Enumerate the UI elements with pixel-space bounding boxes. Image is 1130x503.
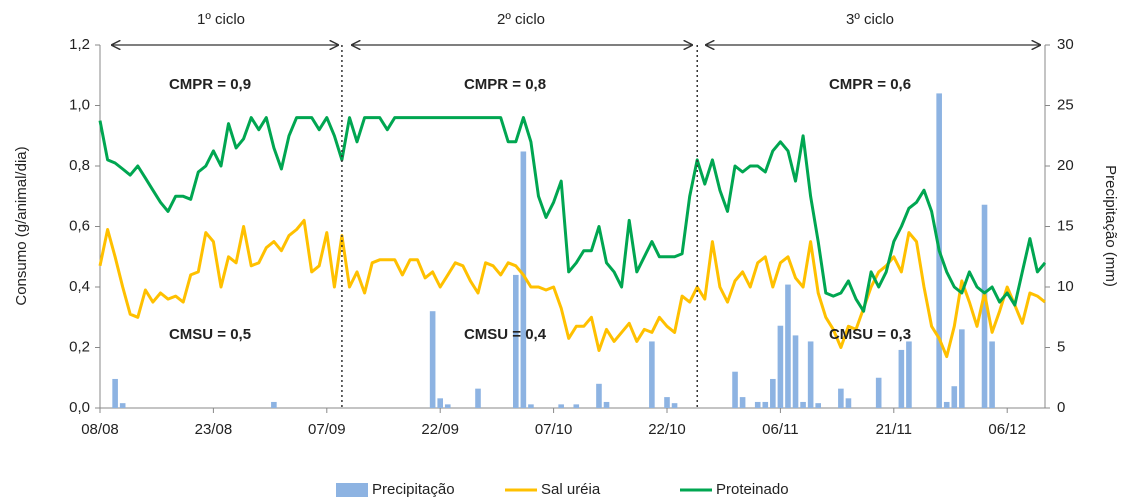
legend-label: Sal uréia — [541, 481, 601, 498]
annotation: CMSU = 0,3 — [829, 326, 911, 343]
bar — [951, 386, 958, 408]
bar — [807, 341, 814, 408]
bar — [898, 349, 905, 408]
bar — [513, 274, 519, 408]
legend-label: Precipitação — [372, 481, 455, 498]
bar — [785, 284, 791, 408]
y2-tick-label: 25 — [1057, 96, 1074, 113]
y-tick-label: 0,8 — [69, 157, 90, 174]
bar — [475, 388, 481, 408]
bar — [845, 398, 852, 408]
y2-axis-label: Precipitação (mm) — [1102, 165, 1119, 287]
annotation: CMSU = 0,5 — [169, 326, 251, 343]
y-tick-label: 1,0 — [69, 96, 90, 113]
y2-tick-label: 20 — [1057, 157, 1074, 174]
annotation: CMPR = 0,8 — [464, 76, 546, 93]
bar — [664, 397, 670, 408]
bar — [838, 388, 844, 408]
bar — [739, 397, 746, 408]
y-tick-label: 0,0 — [69, 399, 90, 416]
bar — [671, 403, 678, 408]
bar — [112, 378, 118, 408]
x-tick-label: 08/08 — [81, 421, 119, 438]
bar — [429, 311, 436, 408]
bar — [777, 325, 784, 408]
bar — [603, 401, 610, 408]
y2-tick-label: 15 — [1057, 217, 1074, 234]
bar — [762, 401, 769, 408]
x-tick-label: 06/11 — [762, 421, 798, 438]
bar — [792, 335, 799, 408]
x-tick-label: 07/10 — [535, 421, 573, 438]
bar — [437, 398, 443, 408]
bar — [754, 401, 761, 408]
y-tick-label: 0,4 — [69, 278, 90, 295]
bar — [271, 401, 277, 408]
bar — [528, 404, 534, 408]
bar — [943, 401, 950, 408]
bar — [815, 403, 821, 408]
x-tick-label: 22/09 — [421, 421, 459, 438]
annotation: CMSU = 0,4 — [464, 326, 547, 343]
annotation: 2º ciclo — [497, 11, 545, 28]
x-tick-label: 22/10 — [648, 421, 686, 438]
y-axis-label: Consumo (g/animal/dia) — [13, 146, 30, 305]
x-tick-label: 23/08 — [195, 421, 233, 438]
bar — [444, 404, 451, 408]
legend-swatch — [336, 483, 368, 497]
annotation: CMPR = 0,9 — [169, 76, 251, 93]
bar — [573, 404, 580, 408]
bar — [649, 341, 655, 408]
bar — [119, 403, 126, 408]
bar — [800, 401, 806, 408]
annotation: 1º ciclo — [197, 11, 245, 28]
legend-label: Proteinado — [716, 481, 789, 498]
line — [98, 116, 1047, 313]
bar — [732, 371, 738, 408]
annotation: CMPR = 0,6 — [829, 76, 911, 93]
y-tick-label: 0,6 — [69, 217, 90, 234]
bar — [520, 151, 527, 409]
bar — [875, 377, 882, 408]
y-tick-label: 1,2 — [69, 36, 90, 53]
y-tick-label: 0,2 — [69, 338, 90, 355]
x-tick-label: 07/09 — [308, 421, 346, 438]
bar — [959, 329, 965, 408]
bar — [906, 341, 912, 408]
bar — [596, 383, 602, 408]
y2-tick-label: 0 — [1057, 399, 1065, 416]
annotation: 3º ciclo — [846, 11, 894, 28]
x-tick-label: 06/12 — [988, 421, 1026, 438]
bar — [770, 378, 776, 408]
bar — [981, 204, 988, 408]
bar — [989, 341, 995, 408]
y2-tick-label: 10 — [1057, 278, 1074, 295]
y2-tick-label: 5 — [1057, 338, 1065, 355]
x-tick-label: 21/11 — [876, 421, 912, 438]
bar — [558, 404, 564, 408]
y2-tick-label: 30 — [1057, 36, 1074, 53]
